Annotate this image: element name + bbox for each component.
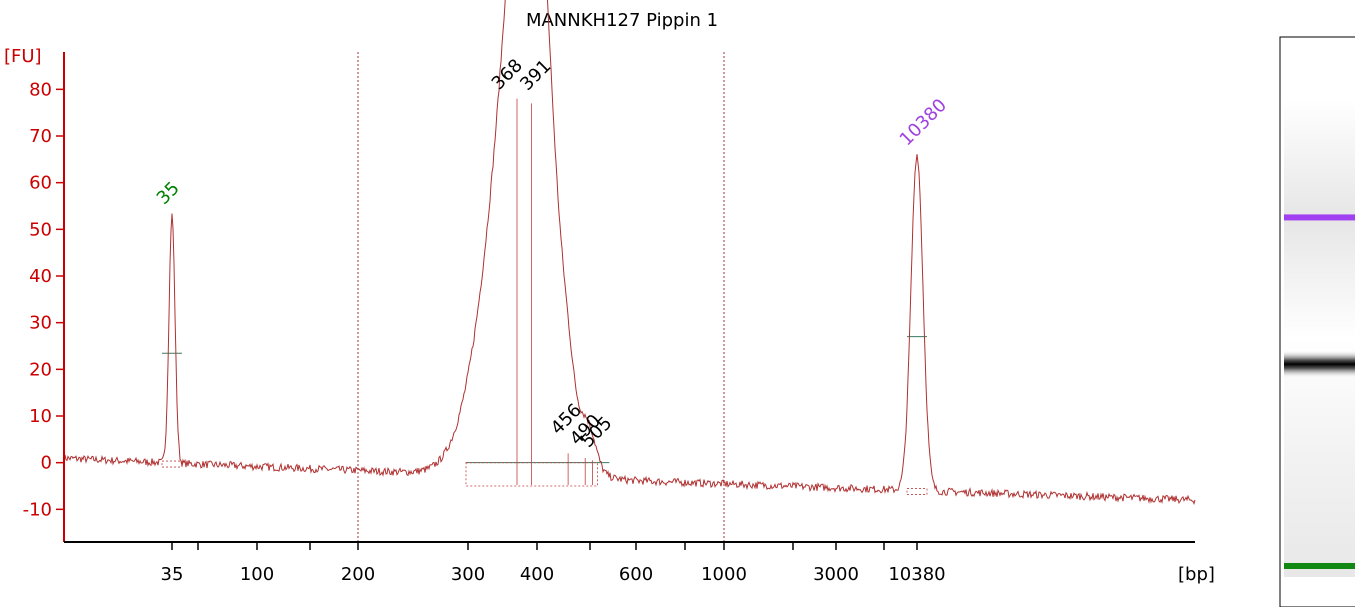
- gel-bands: [1284, 214, 1355, 569]
- y-tick-label: 10: [29, 406, 52, 427]
- gel-band: [1284, 562, 1355, 569]
- y-tick-label: -10: [23, 499, 52, 520]
- peak-fit-lines: [161, 98, 928, 495]
- y-tick-label: 20: [29, 359, 52, 380]
- chart-title: MANNKH127 Pippin 1: [526, 10, 718, 31]
- y-axis-label: [FU]: [4, 46, 42, 67]
- x-tick-label: 600: [619, 564, 653, 585]
- y-ticks: 80 70 60 50 40 30 20 10 0 -10: [23, 79, 64, 520]
- x-tick-label: 10380: [888, 564, 945, 585]
- y-tick-label: 50: [29, 219, 52, 240]
- x-tick-label: 100: [240, 564, 274, 585]
- peak-label: 391: [516, 56, 555, 95]
- peak-integration-box: [906, 488, 928, 495]
- gel-band: [1284, 214, 1355, 221]
- y-tick-label: 60: [29, 173, 52, 194]
- x-axis-label: [bp]: [1178, 564, 1215, 585]
- axes: [63, 52, 1195, 543]
- x-tick-label: 35: [161, 564, 184, 585]
- electropherogram-chart: MANNKH127 Pippin 1 [FU] [bp] 80 70 60 50 40 3…: [4, 0, 1215, 585]
- signal-trace: [63, 0, 1196, 505]
- gel-image: [1279, 36, 1355, 607]
- x-tick-label: 400: [520, 564, 554, 585]
- gel-lane: [1284, 100, 1355, 577]
- x-tick-label: 300: [451, 564, 485, 585]
- y-tick-label: 80: [29, 79, 52, 100]
- peak-label: 35: [153, 178, 184, 209]
- y-tick-label: 30: [29, 313, 52, 334]
- x-tick-label: 3000: [813, 564, 859, 585]
- y-tick-label: 0: [41, 453, 52, 474]
- region-integration-box: [465, 462, 598, 487]
- gel-band: [1284, 350, 1355, 379]
- y-tick-label: 70: [29, 126, 52, 147]
- peak-integration-box: [161, 460, 183, 468]
- x-tick-label: 1000: [701, 564, 747, 585]
- x-ticks: 35 100 200 300 400 600 1000 3000 10380: [161, 542, 946, 585]
- x-tick-label: 200: [341, 564, 375, 585]
- peak-label: 10380: [896, 95, 951, 150]
- grid-lines: [357, 52, 725, 542]
- y-tick-label: 40: [29, 266, 52, 287]
